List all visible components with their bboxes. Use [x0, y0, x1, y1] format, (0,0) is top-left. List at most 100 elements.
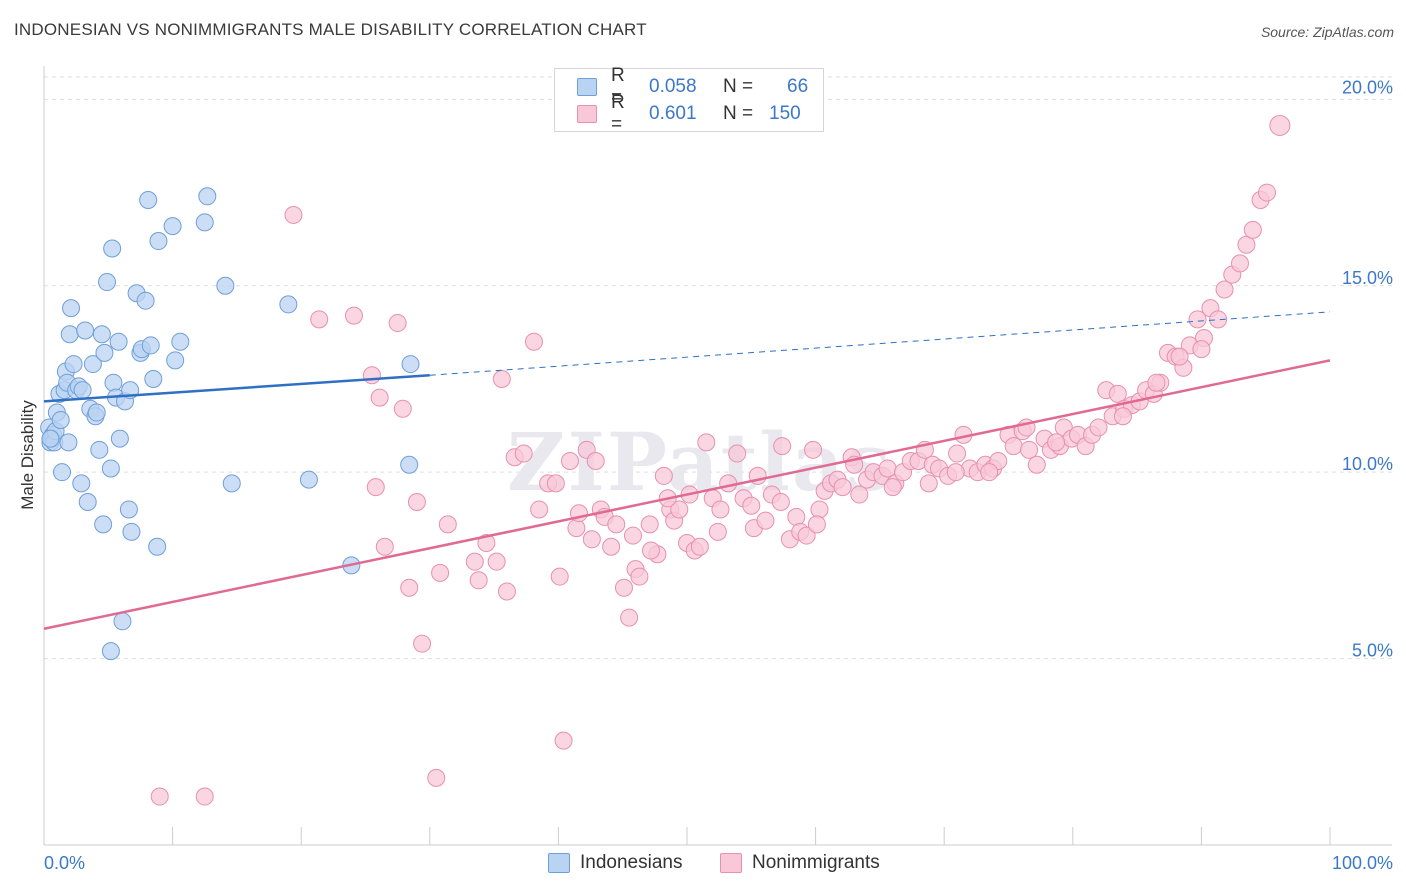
nonimmigrants-legend-swatch — [720, 853, 742, 873]
nonimmigrants-point — [1243, 220, 1262, 239]
indonesians-point — [78, 493, 97, 512]
nonimmigrants-point — [1209, 310, 1228, 329]
indonesians-point — [109, 332, 128, 351]
nonimmigrants-point — [550, 567, 569, 586]
indonesians-point — [279, 295, 298, 314]
r-value: 0.058 — [649, 76, 697, 97]
nonimmigrants-point — [1004, 437, 1023, 456]
indonesians-point — [92, 325, 111, 344]
nonimmigrants-point — [670, 500, 689, 519]
indonesians-point — [53, 463, 72, 482]
nonimmigrants-point — [797, 526, 816, 545]
nonimmigrants-trend-line — [43, 359, 1331, 630]
indonesians-point — [59, 433, 78, 452]
nonimmigrants-point — [614, 578, 633, 597]
nonimmigrants-point — [586, 452, 605, 470]
nonimmigrants-point — [1237, 235, 1256, 254]
nonimmigrants-point — [623, 526, 642, 545]
nonimmigrants-point — [641, 541, 660, 560]
x-tick-label-max: 100.0% — [1332, 853, 1393, 873]
nonimmigrants-point — [514, 444, 533, 463]
nonimmigrants-point — [1108, 384, 1127, 403]
nonimmigrants-point — [850, 485, 869, 504]
nonimmigrants-point — [487, 552, 506, 571]
indonesians-trend-extension — [429, 311, 1331, 376]
nonimmigrants-point — [344, 306, 363, 325]
indonesians-point — [198, 187, 217, 206]
nonimmigrants-point — [833, 478, 852, 497]
nonimmigrants-point — [567, 519, 586, 538]
y-axis-label: Male Disability — [18, 400, 37, 510]
nonimmigrants-point — [370, 388, 389, 407]
nonimmigrants-point — [1020, 440, 1039, 459]
nonimmigrants-point — [195, 787, 214, 806]
indonesians-point — [62, 299, 81, 318]
nonimmigrants-point — [362, 366, 381, 385]
indonesians-point — [72, 474, 91, 493]
indonesians-point — [101, 459, 120, 478]
nonimmigrants-point — [810, 500, 829, 519]
nonimmigrants-point — [431, 563, 450, 582]
legend-item-indonesians: Indonesians — [548, 852, 682, 874]
nonimmigrants-point — [150, 787, 169, 806]
nonimmigrants-point — [719, 474, 738, 493]
y-tick-label: 20.0% — [1342, 77, 1393, 97]
nonimmigrants-point — [1113, 407, 1132, 426]
nonimmigrants-point — [640, 515, 659, 534]
y-tick-label: 5.0% — [1352, 641, 1393, 661]
n-label: N = — [723, 103, 754, 124]
nonimmigrants-point — [492, 369, 511, 388]
nonimmigrants-point — [546, 474, 565, 493]
nonimmigrants-point — [919, 474, 938, 493]
indonesians-point — [83, 355, 102, 374]
nonimmigrants-point — [1269, 114, 1291, 136]
nonimmigrants-point — [602, 537, 621, 556]
indonesians-point — [216, 276, 235, 295]
r-value: 0.601 — [649, 103, 697, 124]
indonesians-point — [148, 537, 167, 556]
indonesians-swatch — [577, 78, 597, 96]
r-label: R = — [611, 65, 625, 108]
nonimmigrants-point — [465, 552, 484, 571]
indonesians-point — [171, 332, 190, 351]
nonimmigrants-point — [1047, 433, 1066, 452]
nonimmigrants-point — [554, 731, 573, 750]
indonesians-point — [90, 440, 109, 459]
nonimmigrants-point — [607, 515, 626, 534]
indonesians-point — [122, 522, 141, 541]
indonesians-point — [98, 273, 117, 292]
nonimmigrants-point — [1170, 347, 1189, 366]
legend-row-nonimmigrants: R = 0.601 N = 150 — [577, 92, 801, 135]
indonesians-point — [136, 291, 155, 310]
nonimmigrants-point — [708, 522, 727, 541]
nonimmigrants-point — [1027, 455, 1046, 474]
indonesians-point — [87, 403, 106, 422]
indonesians-point — [141, 336, 160, 355]
nonimmigrants-point — [413, 634, 432, 653]
nonimmigrants-point — [807, 515, 826, 534]
nonimmigrants-point — [469, 571, 488, 590]
indonesians-point — [139, 191, 158, 210]
n-label: N = — [723, 76, 754, 97]
nonimmigrants-point — [393, 399, 412, 418]
source-label: Source: ZipAtlas.com — [1260, 24, 1394, 40]
x-tick-label-min: 0.0% — [44, 853, 85, 873]
nonimmigrants-point — [728, 444, 747, 463]
nonimmigrants-point — [946, 463, 965, 482]
correlation-legend: R = 0.058 N = 66 R = 0.601 N = 150 — [554, 65, 824, 135]
n-value: 150 — [769, 103, 801, 124]
indonesians-point — [119, 500, 138, 519]
nonimmigrants-point — [773, 437, 792, 456]
nonimmigrants-point — [366, 478, 385, 497]
indonesians-point — [51, 410, 70, 429]
nonimmigrants-point — [771, 493, 790, 512]
indonesians-point — [41, 429, 60, 448]
indonesians-point — [101, 642, 120, 661]
nonimmigrants-point — [310, 310, 329, 329]
indonesians-point — [195, 213, 214, 232]
nonimmigrants-point — [477, 534, 496, 553]
indonesians-point — [64, 355, 83, 374]
nonimmigrants-point — [697, 433, 716, 452]
indonesians-point — [400, 455, 419, 474]
